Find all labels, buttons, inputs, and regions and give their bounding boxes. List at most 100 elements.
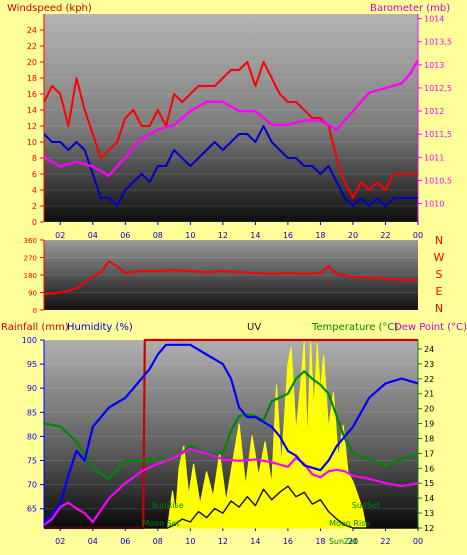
humidity-series [43,338,419,530]
humidity-y-tick-label: 95 [27,360,37,369]
humidity-y-tick-label: 90 [27,384,37,393]
event-label: SunRise [152,501,184,510]
humidity-y-tick-label: 75 [27,457,37,466]
event-label: Moon Set [142,519,179,528]
temperature-y-tick-label: 19 [424,420,434,429]
humidity-x-tick-label: 04 [88,537,98,546]
wind-x-axis: 02 04 06 08 10 12 14 16 18 20 22 00 [55,222,423,240]
temperature-y-tick-label: 24 [424,345,434,354]
humidity-x-tick-label: 06 [120,537,130,546]
uv-axis-label: UV [247,322,261,333]
direction-line [43,260,419,296]
humidity-line [43,343,419,524]
direction-plot-area [44,240,418,310]
solar-area [167,341,367,529]
compass-label: W [434,251,445,264]
humidity-x-tick-label: 16 [283,537,293,546]
wind-x-tick-label: 14 [250,231,260,240]
barometer-line [43,59,420,177]
barometer-y-tick-label: 1014 [424,15,444,24]
compass-label: S [436,268,443,281]
wind-y-tick-label: 18 [27,74,37,83]
wind-y-tick-label: 8 [32,154,37,163]
barometer-y-tick-label: 1012,5 [424,84,452,93]
sun-moon-events: SunRise Moon Set SunSet Moon Rise SunZet [142,501,380,546]
compass-label: N [435,234,443,247]
rain-humidity-uv-temp-panel: Rainfall (mm) Humidity (%) UV Temperatur… [1,322,467,546]
humidity-x-tick-label: 00 [413,537,423,546]
wind-y-tick-label: 16 [27,90,37,99]
temperature-y-tick-label: 12 [424,524,434,533]
direction-gridlines [44,239,418,311]
wind-x-tick-label: 18 [315,231,325,240]
barometer-axis-label: Barometer (mb) [370,3,450,14]
humidity-y-tick-label: 70 [27,481,37,490]
humidity-x-tick-label: 10 [185,537,195,546]
humidity-x-tick-label: 20 [348,537,358,546]
temperature-y-tick-label: 21 [424,390,434,399]
direction-y-tick-label: 180 [24,272,37,280]
temperature-y-tick-label: 14 [424,494,434,503]
wind-y-tick-label: 0 [32,218,37,227]
wind-x-tick-label: 02 [55,231,65,240]
humidity-x-tick-label: 12 [218,537,228,546]
wind-y-tick-label: 4 [32,186,37,195]
temperature-y-tick-label: 20 [424,405,434,414]
barometer-y-tick-label: 1011 [424,153,444,162]
uv-line [44,485,418,529]
wind-y-tick-label: 14 [27,106,37,115]
direction-y-tick-label: 90 [28,290,37,298]
windspeed-axis-label: Windspeed (kph) [7,3,92,14]
wind-x-tick-label: 06 [120,231,130,240]
event-label: Moon Rise [329,519,370,528]
wind-x-tick-label: 22 [380,231,390,240]
direction-series [43,260,419,296]
direction-y-tick-label: 0 [33,307,37,315]
temperature-y-tick-label: 18 [424,434,434,443]
barometer-y-tick-label: 1012 [424,107,444,116]
temperature-y-tick-label: 17 [424,449,434,458]
dewpoint-axis-label: Dew Point (°C) [394,322,467,333]
wind-x-tick-label: 00 [413,231,423,240]
humidity-x-tick-label: 08 [153,537,163,546]
wind-barometer-panel: Windspeed (kph) Barometer (mb) 024681012… [7,3,452,240]
temperature-y-tick-label: 13 [424,509,434,518]
temperature-axis-label: Temperature (°C) [311,322,398,333]
temperature-y-tick-label: 22 [424,375,434,384]
wind-y-tick-label: 20 [27,58,37,67]
temperature-y-axis: 12 13 14 15 16 17 18 19 20 21 22 23 24 [417,340,434,533]
wind-y-tick-label: 24 [27,26,37,35]
humidity-x-axis: 02 04 06 08 10 12 14 16 18 20 22 00 [55,528,423,546]
humidity-axis-label: Humidity (%) [67,322,133,333]
event-label: SunZet [329,537,358,546]
barometer-y-tick-label: 1010,5 [424,176,452,185]
gust-line [43,61,418,199]
temperature-y-tick-label: 23 [424,360,434,369]
event-label: SunSet [352,501,380,510]
wind-x-tick-label: 12 [218,231,228,240]
average-line [43,125,418,207]
direction-y-tick-label: 360 [24,237,37,245]
wind-x-tick-label: 16 [283,231,293,240]
humidity-x-tick-label: 22 [380,537,390,546]
dewpoint-line [43,447,419,526]
humidity-x-tick-label: 14 [250,537,260,546]
wind-plot-area [44,14,418,222]
wind-x-tick-label: 04 [88,231,98,240]
humidity-x-tick-label: 18 [315,537,325,546]
wind-y-tick-label: 12 [27,122,37,131]
humidity-y-tick-label: 85 [27,408,37,417]
wind-y-tick-label: 2 [32,202,37,211]
temperature-y-tick-label: 16 [424,464,434,473]
direction-y-axis: 0 90 180 270 360 [24,237,45,315]
wind-y-tick-label: 22 [27,42,37,51]
compass-label: E [436,285,443,298]
barometer-y-tick-label: 1013,5 [424,38,452,47]
humidity-y-tick-label: 80 [27,432,37,441]
humidity-y-tick-label: 65 [27,505,37,514]
wind-series [43,59,420,207]
wind-x-tick-label: 10 [185,231,195,240]
wind-x-tick-label: 08 [153,231,163,240]
